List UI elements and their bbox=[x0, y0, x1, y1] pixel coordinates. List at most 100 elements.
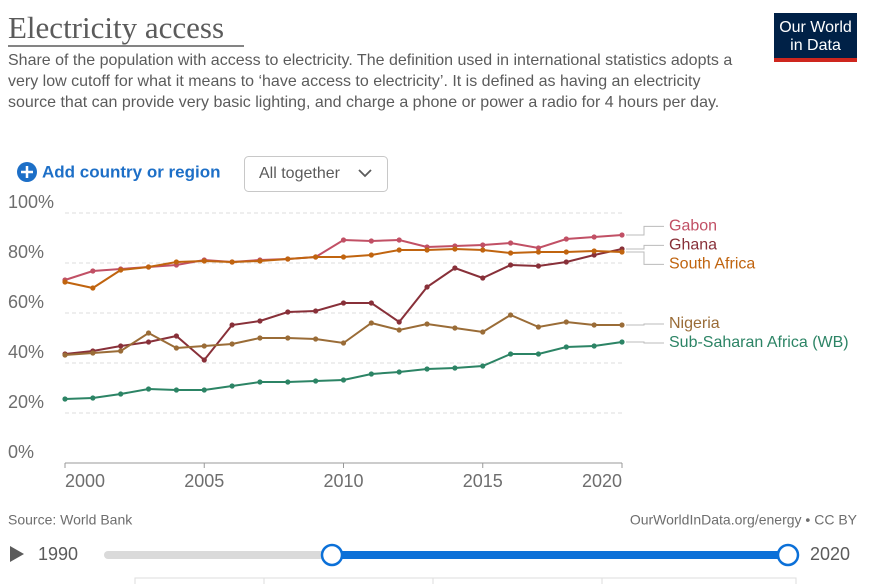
legend-connector bbox=[626, 341, 664, 344]
source-link[interactable]: OurWorldInData.org/energy • CC BY bbox=[630, 512, 858, 528]
data-point bbox=[452, 265, 458, 271]
data-point bbox=[424, 284, 430, 290]
data-point bbox=[396, 319, 402, 325]
data-point bbox=[145, 330, 152, 336]
data-point bbox=[285, 379, 291, 385]
data-point bbox=[368, 300, 374, 306]
data-point bbox=[90, 268, 96, 274]
source: Source: World Bank bbox=[8, 512, 133, 528]
data-point bbox=[173, 333, 179, 339]
data-point bbox=[201, 357, 207, 363]
data-point bbox=[257, 258, 263, 264]
data-point bbox=[619, 339, 625, 345]
data-point bbox=[313, 254, 319, 260]
x-tick-label: 2010 bbox=[323, 471, 363, 491]
y-tick-label: 80% bbox=[8, 242, 44, 262]
data-point bbox=[285, 309, 291, 315]
data-point bbox=[368, 320, 374, 326]
data-point bbox=[480, 363, 486, 369]
data-point bbox=[229, 322, 235, 328]
tab-strip bbox=[134, 577, 797, 584]
data-point bbox=[563, 259, 569, 265]
logo-bar bbox=[774, 58, 857, 62]
data-point bbox=[508, 351, 514, 357]
add-button[interactable]: Add country or region bbox=[42, 162, 221, 181]
data-point bbox=[201, 343, 207, 349]
data-point bbox=[313, 308, 319, 314]
data-point bbox=[563, 249, 569, 255]
data-point bbox=[118, 343, 124, 349]
y-tick-label: 20% bbox=[8, 392, 44, 412]
data-point bbox=[313, 378, 319, 384]
logo[interactable] bbox=[774, 13, 857, 62]
data-point bbox=[535, 324, 542, 330]
data-point bbox=[145, 339, 152, 345]
data-point bbox=[424, 366, 430, 372]
data-point bbox=[257, 318, 263, 324]
data-point bbox=[145, 264, 152, 270]
data-point bbox=[396, 369, 402, 375]
timeline-start: 1990 bbox=[38, 544, 78, 564]
data-point bbox=[145, 386, 152, 392]
data-point bbox=[340, 237, 347, 243]
data-point bbox=[396, 237, 402, 243]
data-point bbox=[591, 234, 597, 240]
timeline-end: 2020 bbox=[810, 544, 850, 564]
data-point bbox=[563, 236, 569, 242]
data-point bbox=[201, 258, 207, 264]
data-point bbox=[396, 247, 402, 253]
data-point bbox=[480, 329, 486, 335]
data-point bbox=[619, 232, 625, 238]
timeline-handle[interactable] bbox=[320, 543, 344, 567]
data-point bbox=[480, 242, 486, 248]
timeline-handle[interactable] bbox=[776, 543, 800, 567]
data-point bbox=[508, 240, 514, 246]
logo-text: Our World bbox=[779, 19, 852, 36]
data-point bbox=[480, 247, 486, 253]
x-tick-label: 2015 bbox=[463, 471, 503, 491]
legend-label: Gabon bbox=[669, 218, 717, 235]
x-tick-label: 2020 bbox=[582, 471, 622, 491]
data-point bbox=[424, 247, 430, 253]
data-point bbox=[201, 387, 207, 393]
timeline-range bbox=[332, 551, 788, 559]
data-point bbox=[229, 383, 235, 389]
data-point bbox=[591, 252, 597, 258]
title: Electricity access bbox=[8, 10, 224, 45]
data-point bbox=[257, 335, 263, 341]
data-point bbox=[62, 352, 68, 358]
legend-label: South Africa bbox=[669, 256, 755, 273]
data-point bbox=[508, 250, 514, 256]
data-point bbox=[340, 340, 347, 346]
legend-connector bbox=[626, 251, 664, 265]
data-point bbox=[118, 348, 124, 354]
y-tick-label: 60% bbox=[8, 292, 44, 312]
legend-label: Nigeria bbox=[669, 315, 720, 332]
data-point bbox=[535, 249, 542, 255]
dropdown-caret bbox=[358, 169, 372, 178]
data-point bbox=[591, 248, 597, 254]
play-button[interactable] bbox=[10, 546, 24, 562]
data-point bbox=[452, 365, 458, 371]
data-point bbox=[563, 344, 569, 350]
dropdown[interactable] bbox=[244, 156, 388, 192]
data-point bbox=[340, 300, 347, 306]
data-point bbox=[173, 259, 179, 265]
data-point bbox=[535, 263, 542, 269]
data-point bbox=[285, 256, 291, 262]
subtitle: Share of the population with access to e… bbox=[8, 52, 733, 111]
legend-label: Ghana bbox=[669, 237, 717, 254]
data-point bbox=[90, 350, 96, 356]
data-point bbox=[452, 325, 458, 331]
data-point bbox=[396, 327, 402, 333]
data-point bbox=[90, 395, 96, 401]
logo-text: in Data bbox=[790, 37, 841, 54]
legend-connector bbox=[626, 244, 664, 250]
data-point bbox=[619, 322, 625, 328]
data-point bbox=[452, 246, 458, 252]
data-point bbox=[480, 275, 486, 281]
data-point bbox=[563, 319, 569, 325]
data-point bbox=[535, 245, 542, 251]
